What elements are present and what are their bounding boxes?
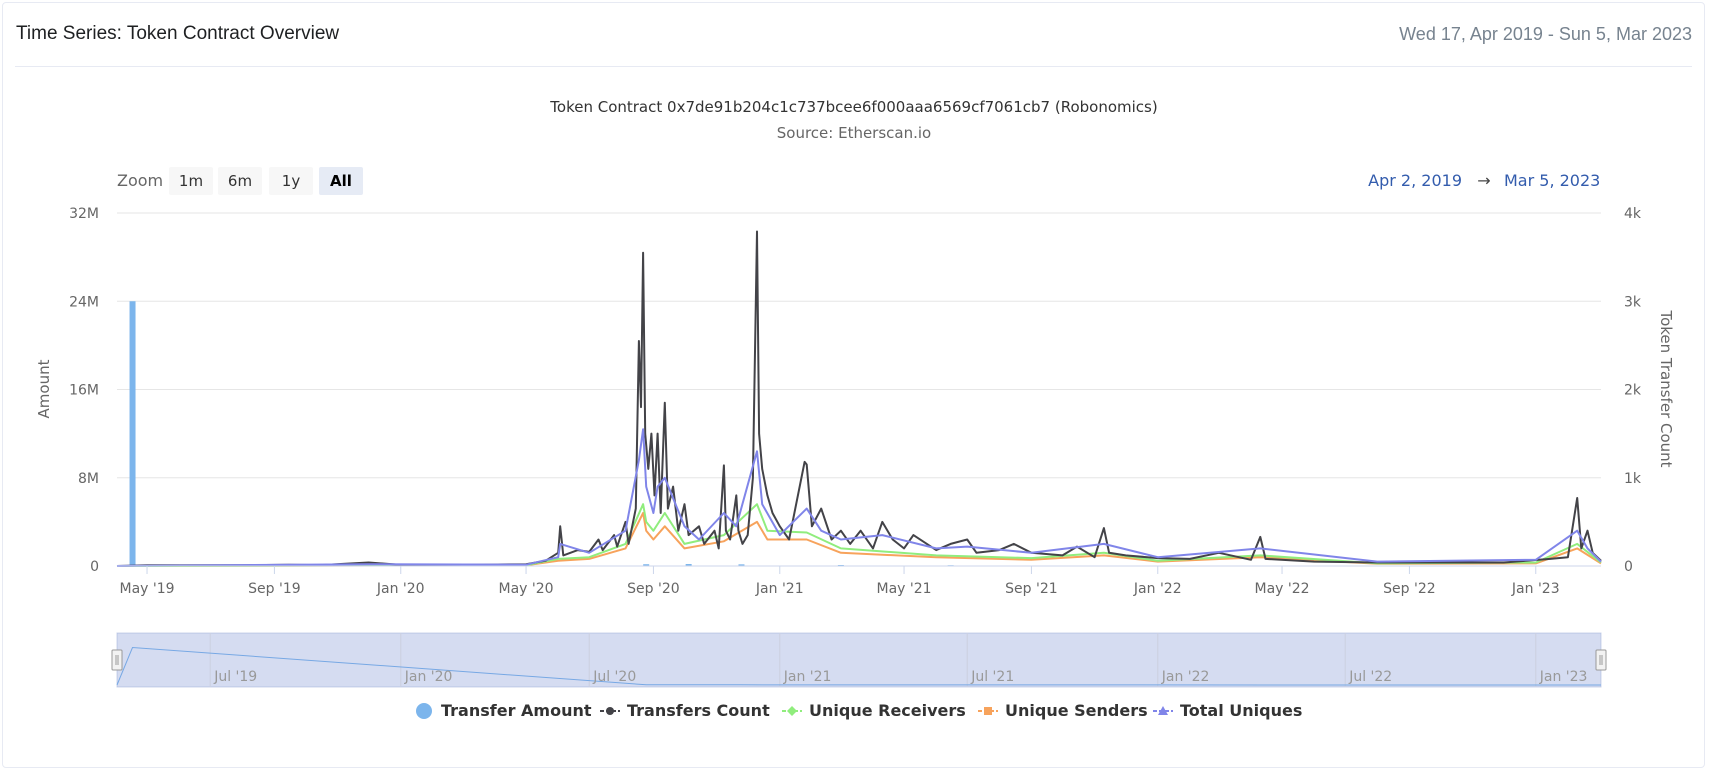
left-tick-label: 16M <box>69 383 99 399</box>
svg-text:Unique Senders: Unique Senders <box>1005 701 1148 720</box>
legend-item-transfers-count[interactable]: Transfers Count <box>600 701 770 720</box>
x-tick-label: Sep '20 <box>627 581 680 597</box>
x-tick-label: Jan '23 <box>1511 581 1560 597</box>
range-arrow: → <box>1477 171 1490 190</box>
bar-transfer-amount[interactable] <box>643 564 650 566</box>
bar-transfer-amount[interactable] <box>738 564 745 566</box>
left-tick-label: 0 <box>90 559 99 575</box>
range-to-date[interactable]: Mar 5, 2023 <box>1504 171 1600 190</box>
navigator-right-handle[interactable] <box>1595 649 1607 671</box>
left-tick-label: 8M <box>78 471 99 487</box>
navigator-gridlines <box>209 633 1537 687</box>
card-header: Time Series: Token Contract Overview Wed… <box>15 3 1692 67</box>
right-tick-label: 4k <box>1624 206 1642 222</box>
right-axis-title: Token Transfer Count <box>1657 309 1675 467</box>
series-line-total-uniques[interactable] <box>116 428 1602 567</box>
range-selector: Zoom 1m 6m 1y All Apr 2, 2019 → Mar 5, 2023 <box>117 167 1600 195</box>
navigator-tick-label: Jul '19 <box>213 669 257 685</box>
right-tick-label: 2k <box>1624 383 1642 399</box>
chart-subtitle: Source: Etherscan.io <box>777 124 931 142</box>
right-axis-ticks: 0 1k 2k 3k 4k <box>1624 206 1642 575</box>
navigator-left-handle[interactable] <box>111 649 123 671</box>
x-tick-label: May '20 <box>499 581 554 597</box>
navigator[interactable]: Jul '19 Jan '20 Jul '20 Jan '21 Jul '21 Jan '… <box>111 632 1607 688</box>
legend-item-total-uniques[interactable]: Total Uniques <box>1153 701 1302 720</box>
zoom-button-6m[interactable]: 6m <box>218 167 262 195</box>
zoom-button-1y[interactable]: 1y <box>269 167 313 195</box>
x-tick-label: Sep '22 <box>1383 581 1436 597</box>
svg-text:6m: 6m <box>228 172 252 190</box>
navigator-tick-label: Jan '22 <box>1161 669 1210 685</box>
svg-text:All: All <box>330 172 352 190</box>
bar-transfer-amount[interactable] <box>685 564 692 566</box>
card-title: Time Series: Token Contract Overview <box>16 23 340 44</box>
svg-text:1m: 1m <box>179 172 203 190</box>
zoom-button-1m[interactable]: 1m <box>169 167 213 195</box>
left-axis-ticks: 0 8M 16M 24M 32M <box>69 206 99 575</box>
navigator-selection[interactable] <box>117 633 1601 687</box>
right-tick-label: 0 <box>1624 559 1633 575</box>
navigator-ticks: Jul '19 Jan '20 Jul '20 Jan '21 Jul '21 Jan '… <box>213 669 1587 685</box>
navigator-tick-label: Jan '23 <box>1539 669 1588 685</box>
legend-item-unique-senders[interactable]: Unique Senders <box>978 701 1148 720</box>
navigator-tick-label: Jan '20 <box>404 669 453 685</box>
left-tick-label: 32M <box>69 206 99 222</box>
svg-text:1y: 1y <box>282 172 301 190</box>
x-tick-label: Jan '22 <box>1133 581 1182 597</box>
gridlines <box>117 212 1601 479</box>
x-tick-label: Sep '21 <box>1005 581 1058 597</box>
left-axis-title: Amount <box>35 359 53 418</box>
chart-title: Token Contract 0x7de91b204c1c737bcee6f00… <box>549 98 1157 116</box>
left-tick-label: 24M <box>69 294 99 310</box>
series-line-transfers-count[interactable] <box>116 230 1602 567</box>
legend-item-transfer-amount[interactable]: Transfer Amount <box>416 701 592 720</box>
x-axis-ticks: May '19 Sep '19 Jan '20 May '20 Sep '20 Jan '… <box>120 566 1560 597</box>
navigator-tick-label: Jul '22 <box>1348 669 1392 685</box>
x-tick-label: May '19 <box>120 581 175 597</box>
right-tick-label: 3k <box>1624 294 1642 310</box>
date-range-label: Wed 17, Apr 2019 - Sun 5, Mar 2023 <box>1399 24 1692 44</box>
zoom-label: Zoom <box>117 171 163 190</box>
zoom-button-all[interactable]: All <box>319 167 363 195</box>
svg-text:Total Uniques: Total Uniques <box>1180 701 1302 720</box>
plot-area[interactable] <box>116 230 1602 567</box>
x-tick-label: May '21 <box>877 581 932 597</box>
x-tick-label: Jan '20 <box>376 581 425 597</box>
navigator-series <box>116 646 1602 686</box>
x-tick-label: Jan '21 <box>755 581 804 597</box>
series-line-unique-receivers[interactable] <box>116 503 1602 567</box>
legend: Transfer Amount Transfers Count Unique Rec… <box>416 701 1302 720</box>
x-tick-label: Sep '19 <box>248 581 301 597</box>
svg-text:Transfer Amount: Transfer Amount <box>441 701 592 720</box>
x-tick-label: May '22 <box>1255 581 1310 597</box>
legend-item-unique-receivers[interactable]: Unique Receivers <box>782 701 966 720</box>
bar-transfer-amount[interactable] <box>129 301 136 566</box>
navigator-tick-label: Jan '21 <box>783 669 832 685</box>
svg-text:Unique Receivers: Unique Receivers <box>809 701 966 720</box>
right-tick-label: 1k <box>1624 471 1642 487</box>
series-line-unique-senders[interactable] <box>116 512 1602 567</box>
navigator-tick-label: Jul '20 <box>592 669 636 685</box>
range-from-date[interactable]: Apr 2, 2019 <box>1368 171 1462 190</box>
navigator-tick-label: Jul '21 <box>970 669 1014 685</box>
svg-text:Transfers Count: Transfers Count <box>627 701 770 720</box>
